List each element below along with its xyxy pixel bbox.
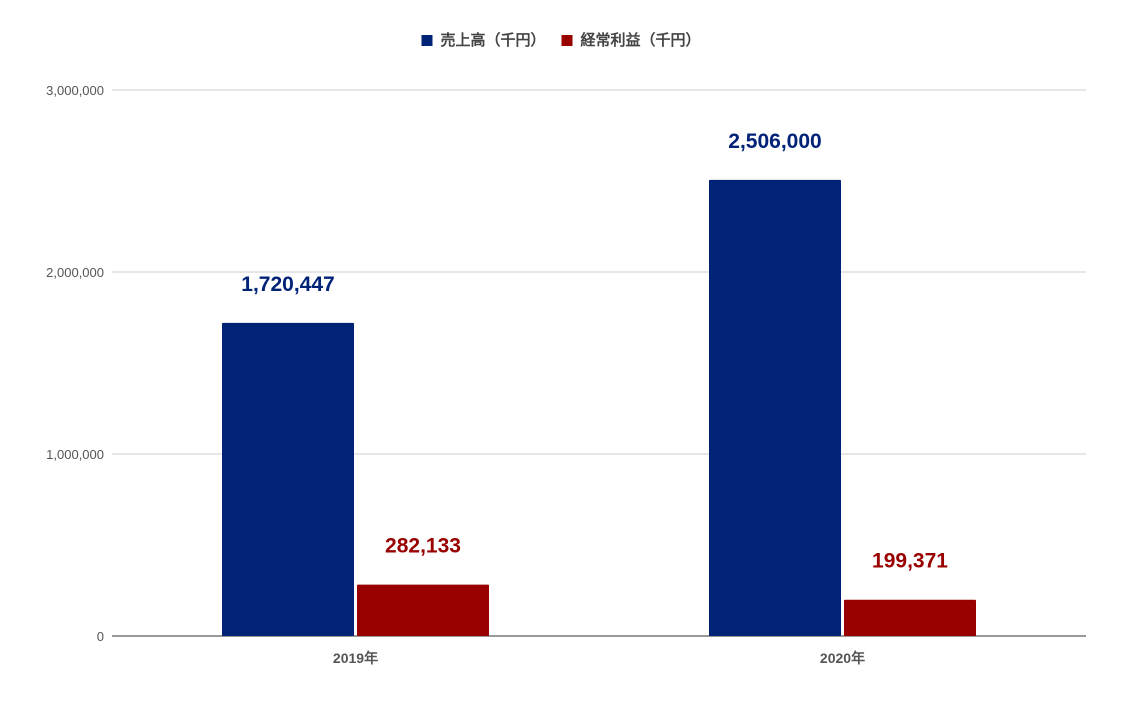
- legend-label: 売上高（千円）: [440, 31, 545, 49]
- bars: [222, 179, 976, 636]
- x-tick-label: 2020年: [820, 650, 865, 666]
- legend-label: 経常利益（千円）: [581, 31, 701, 49]
- y-tick-label: 2,000,000: [46, 265, 104, 280]
- y-tick-label: 3,000,000: [46, 83, 104, 98]
- bar: [709, 179, 841, 636]
- data-label: 1,720,447: [241, 273, 334, 296]
- legend-item: 売上高（千円）: [421, 31, 546, 49]
- legend-swatch: [421, 35, 433, 46]
- bar: [222, 322, 354, 636]
- data-label: 282,133: [385, 535, 461, 558]
- x-tick-label: 2019年: [333, 650, 378, 666]
- y-axis: 0 1,000,000 2,000,000 3,000,000: [46, 83, 104, 644]
- legend: 売上高（千円） 経常利益（千円）: [421, 31, 701, 49]
- data-labels: 1,720,447 282,133 2,506,000 199,371: [241, 130, 948, 573]
- data-label: 2,506,000: [728, 130, 821, 153]
- data-label: 199,371: [872, 550, 948, 573]
- y-tick-label: 1,000,000: [46, 447, 104, 462]
- y-tick-label: 0: [97, 629, 104, 644]
- legend-swatch: [561, 35, 573, 46]
- legend-item: 経常利益（千円）: [561, 31, 701, 49]
- x-axis: 2019年 2020年: [333, 650, 865, 666]
- bar: [844, 599, 976, 636]
- bar: [357, 584, 489, 636]
